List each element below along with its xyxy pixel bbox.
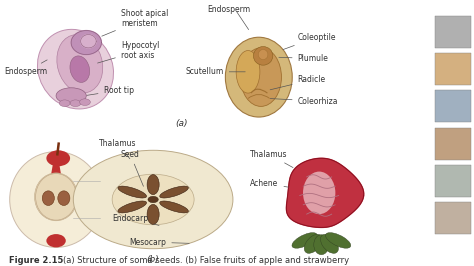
FancyBboxPatch shape bbox=[435, 128, 471, 160]
Ellipse shape bbox=[46, 234, 66, 247]
Text: (b): (b) bbox=[147, 255, 159, 264]
Ellipse shape bbox=[314, 235, 329, 255]
Ellipse shape bbox=[37, 29, 113, 109]
Ellipse shape bbox=[80, 99, 91, 105]
Circle shape bbox=[73, 150, 233, 249]
FancyBboxPatch shape bbox=[435, 202, 471, 234]
Ellipse shape bbox=[160, 186, 188, 198]
Ellipse shape bbox=[236, 51, 260, 93]
Ellipse shape bbox=[59, 100, 70, 106]
Text: Plumule: Plumule bbox=[279, 54, 328, 63]
Ellipse shape bbox=[46, 150, 70, 166]
Text: (a): (a) bbox=[175, 119, 187, 128]
Text: Coleorhiza: Coleorhiza bbox=[270, 97, 338, 106]
Text: Scutellum: Scutellum bbox=[185, 67, 245, 76]
Ellipse shape bbox=[147, 204, 159, 225]
Polygon shape bbox=[71, 31, 101, 55]
Text: Radicle: Radicle bbox=[270, 75, 326, 90]
Text: Endocarp: Endocarp bbox=[112, 214, 159, 225]
Polygon shape bbox=[81, 35, 96, 48]
Ellipse shape bbox=[35, 173, 78, 221]
Ellipse shape bbox=[9, 152, 102, 247]
Ellipse shape bbox=[58, 191, 70, 205]
Text: Endosperm: Endosperm bbox=[207, 5, 250, 14]
Text: Root tip: Root tip bbox=[87, 86, 134, 95]
Text: (a) Structure of some seeds. (b) False fruits of apple and strawberry: (a) Structure of some seeds. (b) False f… bbox=[63, 256, 349, 265]
Ellipse shape bbox=[240, 48, 282, 106]
FancyBboxPatch shape bbox=[435, 16, 471, 48]
Ellipse shape bbox=[320, 234, 338, 253]
Circle shape bbox=[148, 196, 158, 203]
Text: Thalamus: Thalamus bbox=[99, 139, 137, 159]
Text: Shoot apical
meristem: Shoot apical meristem bbox=[102, 9, 168, 36]
Ellipse shape bbox=[160, 201, 188, 213]
Text: Coleoptile: Coleoptile bbox=[283, 33, 336, 49]
FancyBboxPatch shape bbox=[435, 90, 471, 122]
Text: Hypocotyl
root axis: Hypocotyl root axis bbox=[98, 41, 159, 63]
Text: Mesocarp: Mesocarp bbox=[129, 238, 189, 247]
Ellipse shape bbox=[303, 172, 336, 214]
Ellipse shape bbox=[118, 201, 146, 213]
Ellipse shape bbox=[70, 100, 81, 106]
FancyBboxPatch shape bbox=[435, 165, 471, 197]
Ellipse shape bbox=[70, 56, 90, 82]
Ellipse shape bbox=[42, 191, 55, 205]
FancyBboxPatch shape bbox=[435, 53, 471, 85]
Ellipse shape bbox=[292, 233, 317, 248]
Ellipse shape bbox=[225, 37, 292, 117]
Ellipse shape bbox=[258, 49, 268, 60]
Ellipse shape bbox=[56, 88, 86, 104]
Text: Seed: Seed bbox=[121, 150, 144, 186]
Polygon shape bbox=[51, 158, 61, 176]
Ellipse shape bbox=[147, 175, 159, 195]
Text: Achene: Achene bbox=[250, 179, 288, 188]
Ellipse shape bbox=[326, 233, 351, 248]
Circle shape bbox=[112, 174, 194, 225]
Ellipse shape bbox=[304, 234, 322, 253]
Ellipse shape bbox=[118, 186, 146, 198]
Ellipse shape bbox=[254, 47, 273, 65]
Polygon shape bbox=[286, 158, 364, 227]
Ellipse shape bbox=[57, 35, 103, 93]
Text: Figure 2.15: Figure 2.15 bbox=[9, 256, 63, 265]
Text: Thalamus: Thalamus bbox=[250, 150, 293, 168]
Text: Endosperm: Endosperm bbox=[4, 60, 47, 76]
